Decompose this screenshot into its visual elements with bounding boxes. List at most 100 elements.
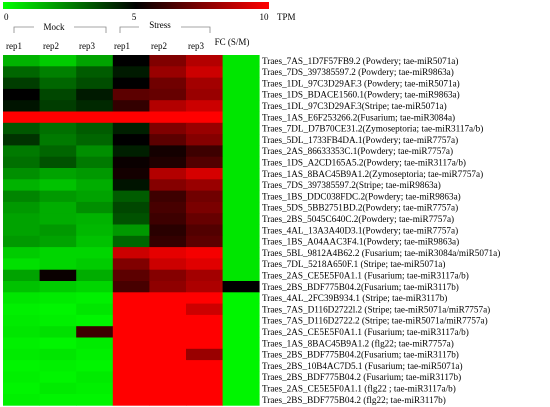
heatmap-cell — [76, 281, 114, 293]
heatmap-cell — [3, 348, 40, 361]
heatmap-cell — [3, 314, 40, 327]
row-label: Traes_1DL_97C3D29AF.3 (Powdery; tae-miR5… — [262, 78, 460, 88]
row-label: Traes_7DS_397385597.2 (Powdery; tae-miR9… — [262, 67, 454, 77]
column-header-mock-rep3: rep3 — [79, 41, 95, 51]
heatmap-cell — [76, 269, 114, 282]
heatmap-cell — [149, 100, 187, 112]
heatmap-cell — [149, 168, 187, 180]
heatmap-cell — [3, 292, 40, 304]
heatmap-cell — [222, 55, 260, 67]
row-label: Traes_2BS_BDF775B04.2 (flg22; tae-miR311… — [262, 395, 446, 405]
heatmap-cell — [186, 235, 223, 248]
heatmap-cell — [76, 213, 114, 225]
colorbar-tick-max: 10 — [260, 12, 270, 22]
heatmap-cell — [76, 55, 114, 67]
row-label: Traes_2AS_CE5E5F0A1.1 (Fusarium; tae-miR… — [262, 271, 469, 281]
heatmap-cell — [186, 134, 223, 146]
heatmap-cell — [112, 348, 150, 361]
heatmap-cell — [3, 201, 40, 214]
heatmap-cell — [39, 88, 77, 101]
heatmap-cell — [112, 122, 150, 135]
row-label: Traes_1DL_97C3D29AF.3(Stripe; tae-miR507… — [262, 101, 447, 111]
heatmap-cell — [39, 394, 77, 406]
heatmap-cell — [76, 100, 114, 112]
heatmap-cell — [3, 258, 40, 271]
heatmap-cell — [76, 382, 114, 395]
row-label: Traes_1DS_BDACE1560.1(Powdery; tae-miR98… — [262, 90, 460, 100]
heatmap-cell — [112, 247, 150, 259]
heatmap-cell — [186, 292, 223, 304]
heatmap-cell — [39, 201, 77, 214]
heatmap-cell — [186, 224, 223, 237]
heatmap-cell — [222, 337, 260, 350]
row-label: Traes_2BS_10B4AC7D5.1 (Fusarium; tae-miR… — [262, 361, 463, 371]
heatmap-cell — [39, 224, 77, 237]
heatmap-cell — [3, 55, 40, 67]
heatmap-cell — [112, 360, 150, 372]
heatmap-cell — [112, 235, 150, 248]
heatmap-cell — [186, 247, 223, 259]
row-label: Traes_7AS_D116D2722.2 (Stripe; tae-miR50… — [262, 316, 488, 326]
heatmap-cell — [222, 281, 260, 293]
heatmap-cell — [186, 371, 223, 384]
heatmap-cell — [3, 224, 40, 237]
row-label: Traes_4AL_2FC39B934.1 (Stripe; tae-miR31… — [262, 293, 447, 303]
heatmap-cell — [149, 382, 187, 395]
heatmap-cell — [186, 88, 223, 101]
heatmap-cell — [39, 269, 77, 282]
heatmap-cell — [39, 303, 77, 316]
heatmap-cell — [222, 179, 260, 191]
heatmap-cell — [222, 145, 260, 158]
heatmap-cell — [76, 360, 114, 372]
heatmap-cell — [112, 394, 150, 406]
heatmap-cell — [3, 111, 40, 124]
heatmap-cell — [112, 269, 150, 282]
heatmap-cell — [76, 190, 114, 203]
heatmap-cell — [222, 303, 260, 316]
heatmap-cell — [3, 303, 40, 316]
heatmap-cell — [3, 360, 40, 372]
heatmap-cell — [76, 394, 114, 406]
heatmap-cell — [186, 190, 223, 203]
heatmap-cell — [112, 382, 150, 395]
heatmap-cell — [112, 168, 150, 180]
heatmap-cell — [76, 88, 114, 101]
heatmap-cell — [112, 213, 150, 225]
heatmap-cell — [186, 55, 223, 67]
heatmap-cell — [149, 326, 187, 338]
heatmap-cell — [3, 281, 40, 293]
heatmap-cell — [186, 66, 223, 78]
heatmap-cell — [112, 179, 150, 191]
heatmap-cell — [3, 156, 40, 169]
row-label: Traes_2BS_5045C640C.2(Powdery; tae-miR77… — [262, 214, 454, 224]
heatmap-cell — [222, 134, 260, 146]
heatmap-cell — [3, 179, 40, 191]
heatmap-cell — [149, 190, 187, 203]
heatmap-cell — [3, 122, 40, 135]
heatmap-cell — [222, 258, 260, 271]
column-header-mock-rep1: rep1 — [6, 41, 22, 51]
heatmap-cell — [186, 213, 223, 225]
heatmap-cell — [3, 247, 40, 259]
heatmap-cell — [149, 348, 187, 361]
heatmap-cell — [39, 100, 77, 112]
heatmap-cell — [112, 111, 150, 124]
heatmap-cell — [3, 213, 40, 225]
heatmap-cell — [76, 66, 114, 78]
heatmap-cell — [222, 235, 260, 248]
heatmap-cell — [76, 258, 114, 271]
heatmap-cell — [76, 292, 114, 304]
heatmap-cell — [39, 190, 77, 203]
heatmap-cell — [112, 281, 150, 293]
heatmap-cell — [149, 281, 187, 293]
heatmap-cell — [186, 100, 223, 112]
heatmap-cell — [112, 55, 150, 67]
heatmap-cell — [39, 371, 77, 384]
heatmap-cell — [3, 394, 40, 406]
heatmap-cell — [186, 258, 223, 271]
heatmap-cell — [39, 213, 77, 225]
heatmap-cell — [76, 145, 114, 158]
row-label: Traes_5DS_5BB2751BD.2(Powdery; tae-miR77… — [262, 203, 458, 213]
heatmap-cell — [76, 247, 114, 259]
